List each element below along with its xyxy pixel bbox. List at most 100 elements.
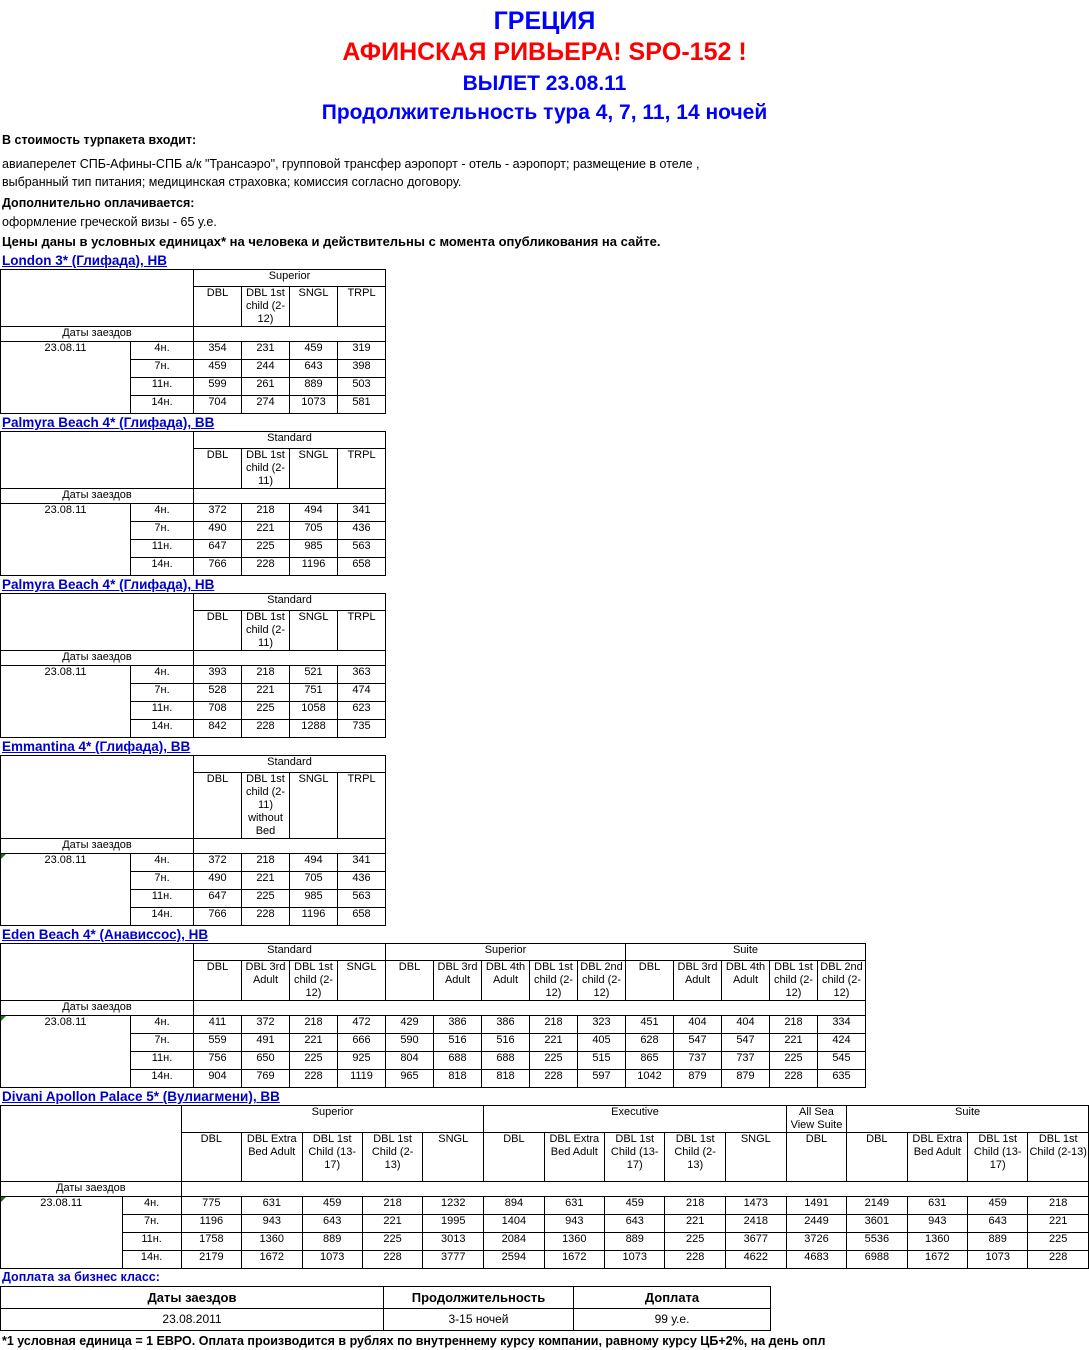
hotel-name-link[interactable]: Eden Beach 4* (Анависсос), HB — [2, 927, 209, 942]
price-cell: 2449 — [785, 1214, 848, 1233]
price-cell: 889 — [967, 1232, 1029, 1251]
nights-cell: 4н. — [130, 665, 194, 684]
price-cell: 2179 — [180, 1250, 243, 1269]
price-cell: 459 — [289, 341, 338, 360]
price-cell: 1360 — [543, 1232, 606, 1251]
column-header-cell: SNGL — [289, 448, 338, 489]
column-header-cell: DBL Extra Bed Adult — [241, 1132, 303, 1182]
price-cell: 354 — [193, 341, 242, 360]
price-cell: 1473 — [724, 1196, 787, 1215]
dates-header-label: Даты заездов — [0, 1000, 194, 1016]
room-category-header: Superior — [180, 1105, 485, 1133]
hotel-name-link[interactable]: London 3* (Глифада), HB — [2, 253, 167, 268]
price-cell: 756 — [193, 1051, 242, 1070]
hotel-name-link[interactable]: Palmyra Beach 4* (Глифада), BB — [2, 415, 215, 430]
departure-date-value: 23.08.11 — [44, 854, 87, 867]
table-row-column-header: DBL DBL 1st child (2-11) SNGL TRPL — [1, 610, 386, 651]
price-cell: 643 — [967, 1214, 1029, 1233]
price-cell: 274 — [241, 395, 290, 414]
price-cell: 459 — [604, 1196, 666, 1215]
price-cell: 1360 — [241, 1232, 303, 1251]
price-cell: 436 — [337, 521, 386, 540]
departure-date-cell: 23.08.11 — [0, 665, 131, 738]
table-row: 7н. 528 221 751 474 — [1, 683, 386, 702]
price-cell: 424 — [817, 1033, 866, 1052]
price-cell: 221 — [529, 1033, 578, 1052]
table-row-dates-label: Даты заездов — [0, 1000, 866, 1016]
price-cell: 225 — [529, 1051, 578, 1070]
table-row: 11н. 647 225 985 563 — [1, 889, 386, 908]
price-cell: 386 — [481, 1015, 530, 1034]
price-cell: 1196 — [180, 1214, 243, 1233]
price-cell: 688 — [481, 1051, 530, 1070]
price-cell: 889 — [301, 1232, 363, 1251]
column-header-cell: DBL — [193, 286, 242, 327]
price-cell: 521 — [289, 665, 338, 684]
table-row: 14н. 904 769 228 1119 965 818 818 228 597 1042 879 8… — [1, 1069, 866, 1088]
bc-val-dates: 23.08.2011 — [0, 1308, 384, 1331]
hotel-name-link[interactable]: Divani Apollon Palace 5* (Вулиагмени), B… — [2, 1089, 280, 1104]
price-cell: 472 — [337, 1015, 386, 1034]
price-cell: 1758 — [180, 1232, 243, 1251]
price-cell: 879 — [673, 1069, 722, 1088]
price-cell: 3013 — [422, 1232, 485, 1251]
price-cell: 597 — [577, 1069, 626, 1088]
price-cell: 459 — [301, 1196, 363, 1215]
price-cell: 1672 — [543, 1250, 606, 1269]
departure-date-cell: 23.08.11 — [0, 1196, 123, 1269]
nights-cell: 4н. — [121, 1196, 182, 1215]
price-cell: 494 — [289, 853, 338, 872]
price-cell: 228 — [529, 1069, 578, 1088]
hotel-name-link[interactable]: Emmantina 4* (Глифада), BB — [2, 739, 191, 754]
price-cell: 658 — [337, 557, 386, 576]
price-cell: 925 — [337, 1051, 386, 1070]
price-cell: 818 — [481, 1069, 530, 1088]
table-row-dates-label: Даты заездов — [0, 838, 386, 854]
price-cell: 225 — [361, 1232, 424, 1251]
price-cell: 705 — [289, 521, 338, 540]
price-table: Superior DBL DBL 1st child (2-12) SNGL TRPL Д… — [0, 269, 386, 414]
price-cell: 563 — [337, 539, 386, 558]
price-cell: 1232 — [422, 1196, 485, 1215]
dates-label-spacer — [193, 326, 386, 342]
nights-cell: 11н. — [130, 701, 194, 720]
price-cell: 943 — [906, 1214, 969, 1233]
price-cell: 490 — [193, 871, 242, 890]
price-cell: 225 — [289, 1051, 338, 1070]
price-cell: 769 — [241, 1069, 290, 1088]
price-cell: 704 — [193, 395, 242, 414]
price-cell: 221 — [241, 871, 290, 890]
dates-label-spacer — [180, 1181, 1089, 1197]
price-cell: 658 — [337, 907, 386, 926]
price-cell: 545 — [817, 1051, 866, 1070]
departure-date-value: 23.08.11 — [44, 342, 87, 355]
price-cell: 751 — [289, 683, 338, 702]
column-header-cell: DBL 1st Child (2-13) — [664, 1132, 726, 1182]
table-row: 23.08.11 4н. 372 218 494 341 — [0, 503, 386, 576]
price-cell: 221 — [361, 1214, 424, 1233]
table-row-header: Даты заездов Продолжительность Доплата — [0, 1286, 771, 1309]
dates-label-spacer — [193, 488, 386, 504]
price-cell: 1360 — [906, 1232, 969, 1251]
price-cell: 547 — [721, 1033, 770, 1052]
price-cell: 225 — [664, 1232, 726, 1251]
column-header-cell: SNGL — [337, 960, 386, 1001]
price-cell: 1196 — [289, 557, 338, 576]
table-row: 23.08.11 4н. 411 372 218 472 429 386 386 218 323 45… — [0, 1015, 866, 1088]
column-header-cell: TRPL — [337, 448, 386, 489]
hotel-heading-wrap: London 3* (Глифада), HB — [0, 252, 1089, 269]
price-cell: 228 — [289, 1069, 338, 1088]
price-cell: 372 — [193, 503, 242, 522]
dates-header-label: Даты заездов — [0, 650, 194, 666]
column-header-cell: DBL 1st Child (13-17) — [301, 1132, 363, 1182]
price-cell: 879 — [721, 1069, 770, 1088]
price-cell: 228 — [769, 1069, 818, 1088]
price-cell: 1672 — [241, 1250, 303, 1269]
comment-marker-icon — [1, 1197, 6, 1202]
price-cell: 228 — [1027, 1250, 1089, 1269]
page-title-offer: АФИНСКАЯ РИВЬЕРА! SPO-152 ! — [342, 38, 747, 66]
nights-cell: 7н. — [130, 359, 194, 378]
table-row-column-header: DBL DBL 1st child (2-11) without Bed SNGL T… — [1, 772, 386, 839]
table-row-group-header: Superior — [0, 269, 386, 327]
hotel-name-link[interactable]: Palmyra Beach 4* (Глифада), HB — [2, 577, 215, 592]
